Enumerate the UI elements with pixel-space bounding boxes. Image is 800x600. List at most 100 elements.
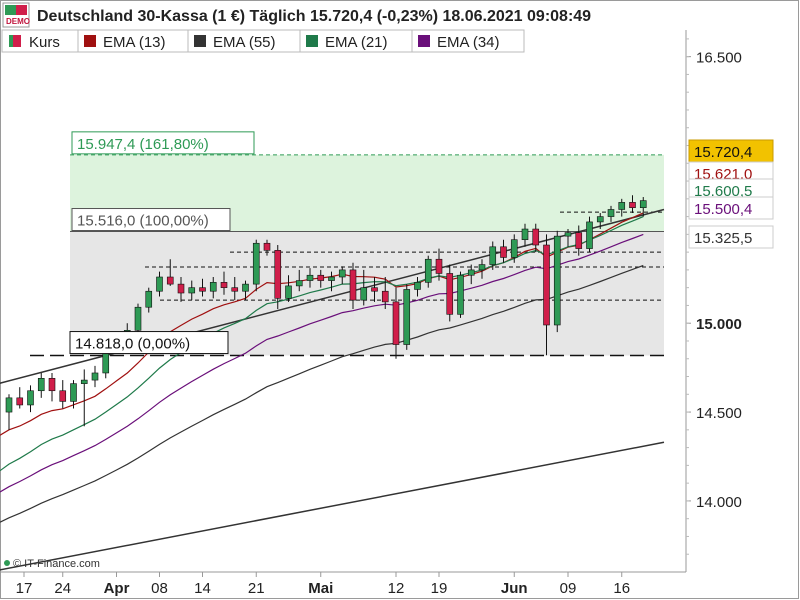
- candle-body: [134, 306, 142, 331]
- x-tick-label: 19: [431, 580, 448, 597]
- chart-title: Deutschland 30-Kassa (1 €) Täglich 15.72…: [37, 8, 591, 25]
- candle: [48, 372, 56, 402]
- candle: [91, 365, 99, 388]
- candle-body: [70, 383, 77, 402]
- candle: [166, 259, 174, 286]
- candle: [392, 287, 400, 359]
- candle-body: [467, 269, 475, 276]
- candle-body: [510, 239, 518, 258]
- candle-body: [349, 269, 357, 301]
- candle-body: [489, 246, 497, 265]
- candle: [274, 245, 282, 309]
- price-marker-label: 15.325,5: [694, 230, 752, 247]
- candle-body: [59, 390, 67, 402]
- price-marker-label: 15.600,5: [694, 183, 752, 200]
- candle-body: [285, 285, 292, 299]
- candle-body: [188, 287, 196, 294]
- candle-body: [274, 250, 282, 299]
- legend-item-ema34-box[interactable]: [411, 29, 525, 53]
- candle-body: [338, 269, 346, 278]
- candle-body: [145, 290, 153, 308]
- candle-body: [5, 397, 13, 413]
- price-marker-box: [688, 196, 774, 220]
- x-tick-label: 09: [560, 580, 577, 597]
- candle: [553, 230, 561, 333]
- candle-body: [371, 287, 378, 292]
- candle-body: [457, 274, 464, 315]
- candle: [263, 239, 271, 256]
- candle-body: [209, 282, 217, 292]
- candle: [242, 280, 249, 301]
- candle-body: [392, 301, 400, 345]
- candle: [564, 229, 572, 247]
- trendline: [0, 208, 665, 384]
- candle-body: [639, 200, 647, 209]
- watermark-logo-icon: [4, 560, 10, 566]
- candle: [403, 284, 411, 350]
- candle: [629, 195, 636, 214]
- x-tick-label: 16: [613, 580, 630, 597]
- candle: [317, 269, 325, 288]
- x-tick-label: 12: [388, 580, 405, 597]
- candle-body: [295, 280, 303, 287]
- demo-badge-red: [16, 5, 27, 15]
- price-marker-label: 15.720,4: [694, 144, 752, 161]
- candle: [27, 385, 34, 413]
- legend-item-ema13: EMA (13): [103, 34, 166, 51]
- candle: [349, 262, 357, 309]
- legend-item-ema34: EMA (34): [437, 34, 500, 51]
- candle: [199, 278, 206, 297]
- fib-label-box: [69, 331, 229, 355]
- x-tick-label: Mai: [308, 580, 333, 597]
- watermark: © IT-Finance.com: [4, 558, 100, 570]
- candle: [209, 277, 217, 299]
- candle-body: [403, 289, 411, 345]
- candle-body: [553, 235, 561, 326]
- legend-item-ema21: EMA (21): [325, 34, 388, 51]
- candle: [5, 394, 13, 430]
- fib-label: 14.818,0 (0,00%): [75, 336, 190, 353]
- candle: [532, 223, 540, 253]
- candle-body: [242, 283, 249, 292]
- candle: [639, 197, 647, 217]
- candle: [360, 269, 368, 306]
- candle: [328, 271, 335, 292]
- ema-line: [0, 264, 644, 523]
- x-tick-label: 08: [151, 580, 168, 597]
- x-tick-label: 24: [54, 580, 71, 597]
- price-marker: 15.500,4: [688, 196, 774, 220]
- candle-body: [263, 242, 271, 251]
- candle-body: [317, 274, 325, 281]
- candle: [596, 213, 604, 230]
- candle: [467, 264, 475, 285]
- candle: [435, 248, 443, 281]
- candle: [80, 369, 88, 427]
- candle: [489, 241, 497, 270]
- candle-body: [37, 378, 45, 392]
- candle-body: [521, 228, 529, 240]
- x-tick-label: Apr: [104, 580, 130, 597]
- candle: [188, 280, 196, 301]
- legend-ema13-swatch: [84, 35, 96, 47]
- candles: [5, 195, 647, 430]
- candle: [177, 277, 185, 302]
- candle: [478, 259, 486, 279]
- candle: [414, 277, 421, 297]
- candle-body: [306, 274, 314, 281]
- candle: [500, 239, 507, 263]
- candle: [338, 266, 346, 285]
- candle: [446, 264, 454, 322]
- candle: [575, 225, 583, 256]
- legend-ema34-swatch: [418, 35, 430, 47]
- candle: [220, 271, 228, 295]
- candle: [618, 198, 626, 217]
- x-axis: 17 24 Apr 08 14 21 Mai 12 19 Jun 09 16: [16, 572, 630, 597]
- demo-badge-green: [5, 5, 16, 15]
- candle-body: [177, 283, 185, 294]
- price-marker: 15.720,4: [688, 139, 774, 163]
- fib-label: 15.516,0 (100,00%): [77, 213, 209, 230]
- x-tick-label: 17: [16, 580, 33, 597]
- chart-header: DEMO Deutschland 30-Kassa (1 €) Täglich …: [2, 2, 591, 28]
